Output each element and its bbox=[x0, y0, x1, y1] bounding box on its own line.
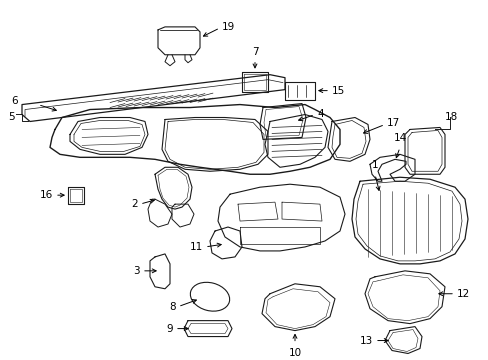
Text: 12: 12 bbox=[456, 289, 469, 299]
Text: 3: 3 bbox=[133, 266, 140, 276]
Text: 7: 7 bbox=[251, 47, 258, 57]
Text: 2: 2 bbox=[131, 199, 138, 209]
Text: 19: 19 bbox=[222, 22, 235, 32]
Text: 9: 9 bbox=[166, 324, 173, 334]
Text: 14: 14 bbox=[392, 134, 406, 143]
Text: 11: 11 bbox=[189, 242, 203, 252]
Text: 10: 10 bbox=[288, 347, 301, 357]
Text: 5: 5 bbox=[8, 112, 15, 122]
Text: 18: 18 bbox=[444, 112, 457, 122]
Text: 8: 8 bbox=[169, 302, 176, 312]
Text: 4: 4 bbox=[316, 108, 323, 118]
Text: 6: 6 bbox=[11, 95, 18, 105]
Text: 17: 17 bbox=[386, 118, 400, 129]
Text: 16: 16 bbox=[40, 190, 53, 200]
Text: 15: 15 bbox=[331, 86, 345, 96]
Text: 1: 1 bbox=[371, 160, 378, 170]
Text: 13: 13 bbox=[359, 336, 372, 346]
